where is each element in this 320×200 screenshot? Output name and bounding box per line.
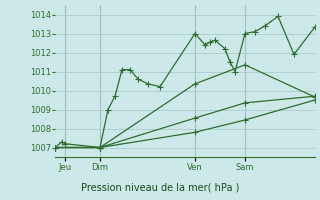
Text: Pression niveau de la mer( hPa ): Pression niveau de la mer( hPa )	[81, 182, 239, 192]
